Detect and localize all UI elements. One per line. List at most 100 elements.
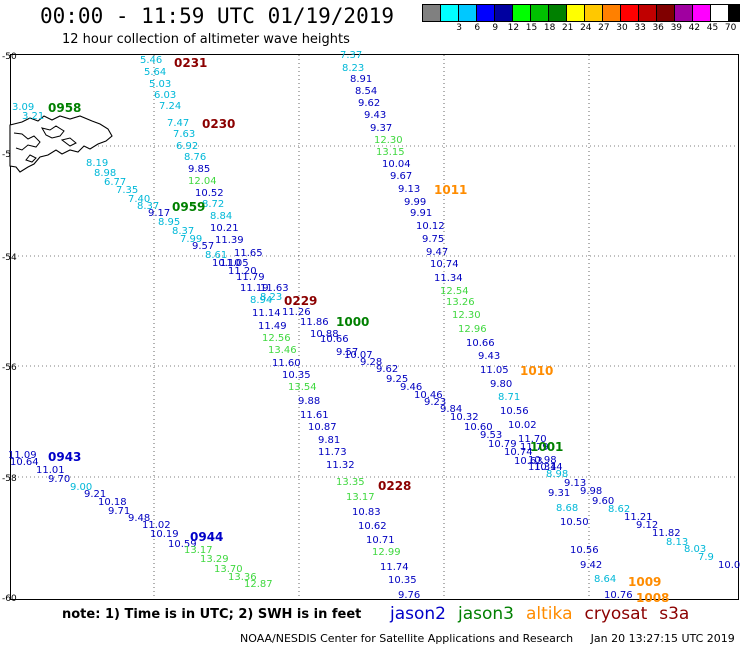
wave-height-value: 9.91 bbox=[410, 208, 432, 219]
wave-height-value: 8.62 bbox=[608, 504, 630, 515]
wave-height-value: 9.75 bbox=[422, 234, 444, 245]
colorbar-tick-label: 36 bbox=[652, 23, 664, 33]
wave-height-value: 10.32 bbox=[450, 412, 479, 423]
colorbar-swatch bbox=[639, 5, 657, 21]
wave-height-value: 7.9 bbox=[698, 552, 714, 563]
wave-height-value: 9.43 bbox=[364, 110, 386, 121]
page-title: 00:00 - 11:59 UTC 01/19/2019 bbox=[40, 4, 395, 28]
wave-height-value: 6.77 bbox=[104, 177, 126, 188]
wave-height-value: 12.56 bbox=[262, 333, 291, 344]
wave-height-value: 9.99 bbox=[404, 197, 426, 208]
wave-height-value: 9.70 bbox=[48, 474, 70, 485]
wave-height-value: 12.54 bbox=[440, 286, 469, 297]
wave-height-value: 10.66 bbox=[320, 334, 349, 345]
wave-height-value: 9.71 bbox=[108, 506, 130, 517]
wave-height-value: 11.05 bbox=[480, 365, 509, 376]
wave-height-value: 10.04 bbox=[382, 159, 411, 170]
colorbar-tick-label: 18 bbox=[543, 23, 556, 33]
wave-height-value: 13.36 bbox=[228, 572, 257, 583]
wave-height-value: 6.03 bbox=[154, 90, 176, 101]
wave-height-value: 10.52 bbox=[195, 188, 224, 199]
wave-height-value: 10.71 bbox=[366, 535, 395, 546]
latitude-label: -58 bbox=[2, 474, 17, 484]
wave-height-value: 12.30 bbox=[374, 135, 403, 146]
legend-s3a: s3a bbox=[659, 604, 690, 624]
colorbar-swatch bbox=[657, 5, 675, 21]
wave-height-value: 10.14 bbox=[534, 462, 563, 473]
colorbar-tick-label: 15 bbox=[525, 23, 538, 33]
wave-height-value: 10.46 bbox=[414, 390, 443, 401]
wave-height-value: 9.31 bbox=[548, 488, 570, 499]
wave-height-value: 8.94 bbox=[250, 295, 272, 306]
wave-height-value: 10.02 bbox=[508, 420, 537, 431]
wave-height-value: 11.79 bbox=[236, 272, 265, 283]
pass-time-label: 1008 bbox=[636, 591, 669, 605]
wave-height-value: 8.23 bbox=[342, 63, 364, 74]
pass-time-label: 0228 bbox=[378, 479, 411, 493]
latitude-label: -50 bbox=[2, 52, 17, 62]
colorbar-swatch bbox=[423, 5, 441, 21]
wave-height-value: 8.95 bbox=[158, 217, 180, 228]
wave-height-value: 10.21 bbox=[210, 223, 239, 234]
wave-height-value: 11.02 bbox=[142, 520, 171, 531]
wave-height-value: 9.84 bbox=[440, 404, 462, 415]
wave-height-value: 13.17 bbox=[346, 492, 375, 503]
wave-height-value: 10.87 bbox=[308, 422, 337, 433]
wave-height-value: 13.54 bbox=[288, 382, 317, 393]
wave-height-value: 9.81 bbox=[318, 435, 340, 446]
wave-height-value: 8.91 bbox=[350, 74, 372, 85]
wave-height-value: 12.30 bbox=[452, 310, 481, 321]
pass-time-label: 0959 bbox=[172, 200, 205, 214]
wave-height-value: 11.05 bbox=[220, 258, 249, 269]
colorbar-swatch bbox=[621, 5, 639, 21]
wave-height-value: 10.18 bbox=[98, 497, 127, 508]
wave-height-value: 9.13 bbox=[398, 184, 420, 195]
page-subtitle: 12 hour collection of altimeter wave hei… bbox=[62, 32, 350, 47]
wave-height-value: 9.53 bbox=[480, 430, 502, 441]
colorbar-swatch bbox=[531, 5, 549, 21]
altimeter-tracks: 5.465.645.036.037.24 7.477.636.928.769.85… bbox=[8, 50, 740, 605]
wave-height-value: 9.85 bbox=[188, 164, 210, 175]
wave-height-value: 10.83 bbox=[352, 507, 381, 518]
wave-height-value: 9.88 bbox=[298, 396, 320, 407]
footer: NOAA/NESDIS Center for Satellite Applica… bbox=[240, 632, 735, 645]
latitude-label: -54 bbox=[2, 253, 17, 263]
wave-height-value: 8.13 bbox=[666, 537, 688, 548]
wave-height-value: 8.84 bbox=[210, 211, 232, 222]
wave-height-value: 12.87 bbox=[244, 579, 273, 590]
wave-height-map[interactable]: -60-57-54-51-48-45-50-52-54-56-58-60 5.4… bbox=[0, 0, 740, 605]
wave-height-value: 10.76 bbox=[604, 590, 633, 601]
wave-height-value: 8.37 bbox=[137, 201, 159, 212]
colorbar-tick-label: 45 bbox=[706, 23, 719, 33]
wave-height-value: 8.64 bbox=[594, 574, 616, 585]
wave-height-value: 10.63 bbox=[514, 456, 543, 467]
wave-height-value: 10.74 bbox=[504, 447, 533, 458]
colorbar-tick-label: 21 bbox=[561, 23, 574, 33]
wave-height-value: 9.76 bbox=[398, 590, 420, 601]
colorbar-swatch bbox=[459, 5, 477, 21]
wave-height-value: 8.19 bbox=[86, 158, 108, 169]
colorbar-swatch bbox=[549, 5, 567, 21]
wave-height-value: 8.76 bbox=[184, 152, 206, 163]
wave-height-value: 9.17 bbox=[148, 208, 170, 219]
wave-height-value: 11.32 bbox=[326, 460, 355, 471]
wave-height-value: 10.35 bbox=[388, 575, 417, 586]
colorbar-swatch bbox=[477, 5, 495, 21]
wave-height-value: 8.98 bbox=[94, 168, 116, 179]
wave-height-value: 13.15 bbox=[376, 147, 405, 158]
falkland-islands-coastline bbox=[9, 115, 113, 173]
wave-height-value: 9.60 bbox=[592, 496, 614, 507]
wave-height-value: 10.59 bbox=[168, 539, 197, 550]
wave-height-value: 10.35 bbox=[282, 370, 311, 381]
wave-height-value: 10.98 bbox=[528, 455, 557, 466]
wave-height-value: 11.34 bbox=[434, 273, 463, 284]
wave-height-value: 11.49 bbox=[258, 321, 287, 332]
wave-height-value: 10.56 bbox=[500, 406, 529, 417]
wave-height-value: 7.47 bbox=[167, 118, 189, 129]
wave-height-value: 7.63 bbox=[173, 129, 195, 140]
wave-height-value: 11.61 bbox=[300, 410, 329, 421]
wave-height-value: 12.04 bbox=[188, 176, 217, 187]
wave-height-value: 10.66 bbox=[466, 338, 495, 349]
wave-height-value: 7.99 bbox=[180, 234, 202, 245]
wave-height-value: 7.40 bbox=[128, 194, 150, 205]
